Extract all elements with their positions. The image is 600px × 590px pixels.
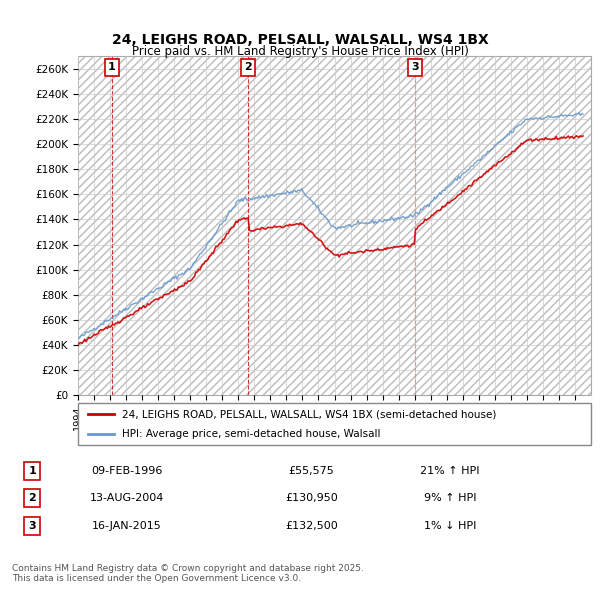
Text: £132,500: £132,500 (285, 521, 338, 531)
Text: 3: 3 (412, 63, 419, 73)
Text: 13-AUG-2004: 13-AUG-2004 (90, 493, 164, 503)
Text: 21% ↑ HPI: 21% ↑ HPI (420, 466, 479, 476)
Text: HPI: Average price, semi-detached house, Walsall: HPI: Average price, semi-detached house,… (122, 429, 380, 439)
Text: 2: 2 (28, 493, 36, 503)
FancyBboxPatch shape (78, 403, 591, 445)
Bar (78, 56, 591, 395)
Text: £55,575: £55,575 (289, 466, 334, 476)
Text: 2: 2 (244, 63, 252, 73)
Text: 16-JAN-2015: 16-JAN-2015 (92, 521, 162, 531)
Text: 1: 1 (28, 466, 36, 476)
Text: Price paid vs. HM Land Registry's House Price Index (HPI): Price paid vs. HM Land Registry's House … (131, 45, 469, 58)
Text: £130,950: £130,950 (285, 493, 338, 503)
Text: 9% ↑ HPI: 9% ↑ HPI (424, 493, 476, 503)
Text: 24, LEIGHS ROAD, PELSALL, WALSALL, WS4 1BX (semi-detached house): 24, LEIGHS ROAD, PELSALL, WALSALL, WS4 1… (122, 409, 496, 419)
Text: 1% ↓ HPI: 1% ↓ HPI (424, 521, 476, 531)
Text: 24, LEIGHS ROAD, PELSALL, WALSALL, WS4 1BX: 24, LEIGHS ROAD, PELSALL, WALSALL, WS4 1… (112, 32, 488, 47)
Text: 09-FEB-1996: 09-FEB-1996 (92, 466, 163, 476)
Text: 3: 3 (28, 521, 36, 531)
Text: 1: 1 (108, 63, 116, 73)
Text: Contains HM Land Registry data © Crown copyright and database right 2025.
This d: Contains HM Land Registry data © Crown c… (12, 564, 364, 583)
